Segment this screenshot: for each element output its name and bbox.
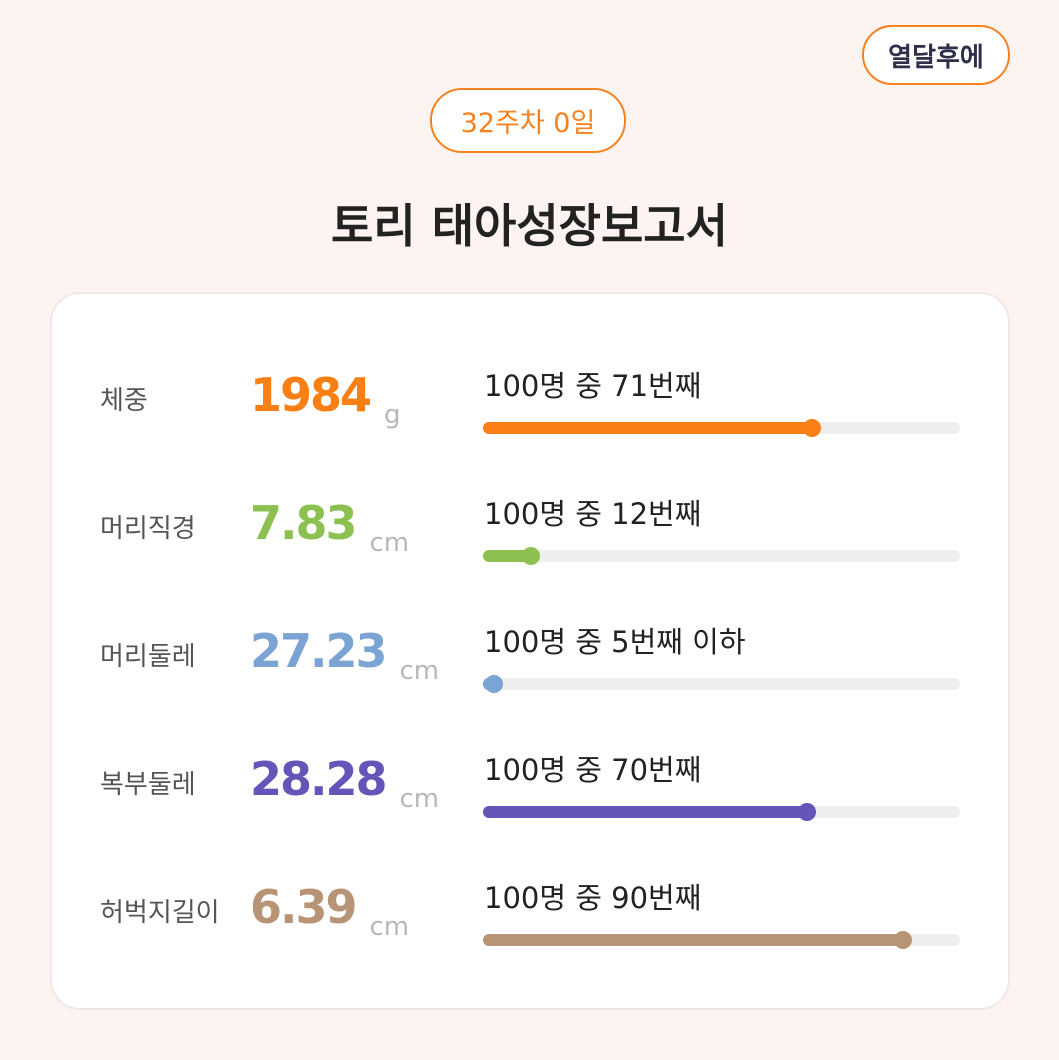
progress-track (483, 931, 960, 949)
metric-unit: cm (399, 784, 440, 814)
metric-value: 28.28 (250, 752, 388, 806)
progress-track (483, 675, 960, 693)
rank-text: 100명 중 71번째 (484, 369, 702, 403)
progress-track (483, 547, 960, 565)
week-badge: 32주차 0일 (430, 88, 626, 153)
metric-label: 체중 (100, 386, 148, 416)
metric-value-group: 6.39 cm (250, 880, 409, 942)
metric-unit: cm (399, 656, 440, 686)
rank-text: 100명 중 5번째 이하 (484, 625, 746, 659)
metric-value: 1984 (250, 368, 372, 422)
metric-value-group: 28.28 cm (250, 752, 439, 814)
metric-unit: g (384, 400, 401, 430)
metric-value: 6.39 (250, 880, 357, 934)
metric-value: 27.23 (250, 624, 388, 678)
metric-unit: cm (369, 528, 410, 558)
metric-unit: cm (369, 912, 410, 942)
progress-knob (521, 547, 540, 565)
progress-knob (484, 675, 503, 693)
metric-label: 머리둘레 (100, 642, 196, 672)
progress-knob (798, 803, 817, 821)
metric-label: 복부둘레 (100, 770, 196, 800)
progress-fill (483, 934, 903, 946)
metric-label: 머리직경 (100, 514, 196, 544)
report-card (50, 292, 1010, 1010)
rank-text: 100명 중 70번째 (484, 753, 702, 787)
rank-text: 100명 중 90번째 (484, 881, 702, 915)
metric-value-group: 27.23 cm (250, 624, 439, 686)
metric-value-group: 1984 g (250, 368, 401, 430)
progress-knob (803, 419, 822, 437)
later-button[interactable]: 열달후에 (862, 25, 1010, 85)
progress-fill (483, 422, 813, 434)
metric-value: 7.83 (250, 496, 357, 550)
metric-value-group: 7.83 cm (250, 496, 409, 558)
title: 토리 태아성장보고서 (331, 199, 728, 253)
rank-text: 100명 중 12번째 (484, 497, 702, 531)
progress-track (483, 419, 960, 437)
progress-track (483, 803, 960, 821)
progress-knob (893, 931, 912, 949)
progress-fill (483, 806, 808, 818)
progress-fill (483, 550, 531, 562)
metric-label: 허벅지길이 (100, 898, 220, 928)
